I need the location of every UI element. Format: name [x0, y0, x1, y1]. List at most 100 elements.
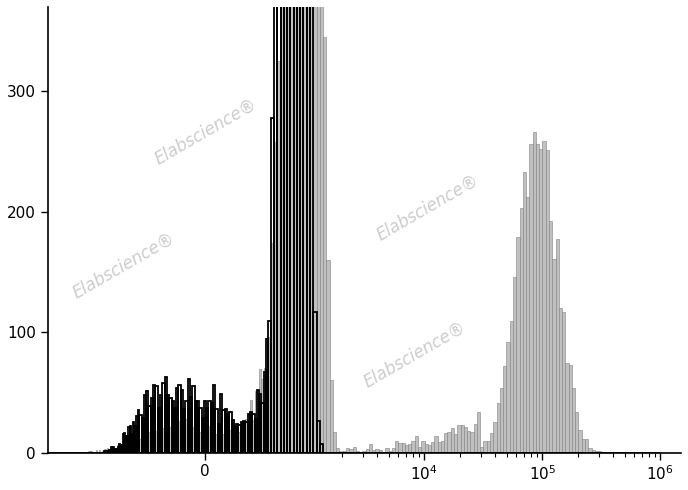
Bar	[310, 0, 313, 453]
Bar	[372, 450, 376, 453]
Bar	[105, 449, 106, 453]
Bar	[193, 427, 195, 453]
Bar	[217, 427, 220, 453]
Bar	[513, 277, 516, 453]
Bar	[114, 451, 116, 453]
Bar	[138, 411, 140, 453]
Bar	[190, 430, 193, 453]
Bar	[268, 337, 270, 453]
Bar	[124, 440, 125, 453]
Bar	[320, 444, 323, 453]
Bar	[356, 451, 359, 453]
Bar	[110, 449, 111, 453]
Bar	[129, 441, 131, 453]
Bar	[181, 424, 183, 453]
Bar	[264, 372, 266, 453]
Bar	[333, 432, 336, 453]
Bar	[229, 412, 231, 453]
Bar	[206, 433, 208, 453]
Bar	[96, 450, 97, 453]
Bar	[213, 432, 215, 453]
Bar	[243, 421, 246, 453]
Bar	[167, 395, 169, 453]
Bar	[287, 0, 290, 453]
Bar	[248, 422, 250, 453]
Bar	[421, 441, 424, 453]
Bar	[243, 424, 246, 453]
Bar	[169, 427, 171, 453]
Bar	[255, 391, 257, 453]
Bar	[585, 440, 588, 453]
Bar	[506, 342, 510, 453]
Bar	[133, 422, 134, 453]
Bar	[169, 398, 171, 453]
Bar	[217, 424, 220, 453]
Bar	[110, 451, 111, 453]
Bar	[418, 446, 421, 453]
Bar	[121, 445, 122, 453]
Bar	[176, 424, 178, 453]
Bar	[464, 427, 467, 453]
Bar	[211, 403, 213, 453]
Bar	[281, 0, 284, 453]
Bar	[116, 445, 118, 453]
Bar	[239, 432, 241, 453]
Bar	[326, 260, 330, 453]
Bar	[598, 451, 601, 453]
Bar	[595, 451, 598, 453]
Bar	[434, 436, 438, 453]
Bar	[174, 408, 176, 453]
Bar	[477, 412, 480, 453]
Bar	[136, 416, 138, 453]
Bar	[313, 0, 316, 453]
Bar	[112, 450, 114, 453]
Bar	[197, 427, 200, 453]
Bar	[424, 444, 428, 453]
Bar	[458, 425, 460, 453]
Bar	[118, 448, 119, 453]
Bar	[142, 432, 144, 453]
Bar	[125, 440, 127, 453]
Bar	[181, 390, 183, 453]
Bar	[264, 368, 266, 453]
Bar	[250, 412, 252, 453]
Bar	[330, 380, 333, 453]
Bar	[320, 0, 323, 453]
Bar	[202, 417, 204, 453]
Bar	[120, 445, 121, 453]
Bar	[307, 0, 310, 453]
Bar	[428, 445, 431, 453]
Bar	[120, 448, 121, 453]
Bar	[174, 430, 176, 453]
Bar	[125, 436, 127, 453]
Bar	[131, 435, 133, 453]
Bar	[343, 451, 346, 453]
Bar	[261, 403, 264, 453]
Bar	[246, 422, 248, 453]
Bar	[140, 415, 142, 453]
Bar	[193, 386, 195, 453]
Bar	[134, 426, 136, 453]
Bar	[149, 406, 151, 453]
Bar	[108, 451, 109, 453]
Bar	[542, 141, 546, 453]
Bar	[188, 379, 190, 453]
Bar	[171, 417, 174, 453]
Bar	[153, 433, 155, 453]
Bar	[102, 451, 103, 453]
Bar	[158, 408, 160, 453]
Bar	[533, 132, 536, 453]
Bar	[153, 385, 155, 453]
Bar	[227, 414, 229, 453]
Bar	[138, 441, 140, 453]
Bar	[109, 450, 110, 453]
Bar	[389, 451, 392, 453]
Bar	[116, 449, 118, 453]
Bar	[316, 0, 320, 453]
Bar	[259, 393, 261, 453]
Bar	[252, 414, 255, 453]
Bar	[220, 393, 222, 453]
Bar	[303, 0, 307, 453]
Bar	[287, 0, 290, 453]
Bar	[281, 0, 284, 453]
